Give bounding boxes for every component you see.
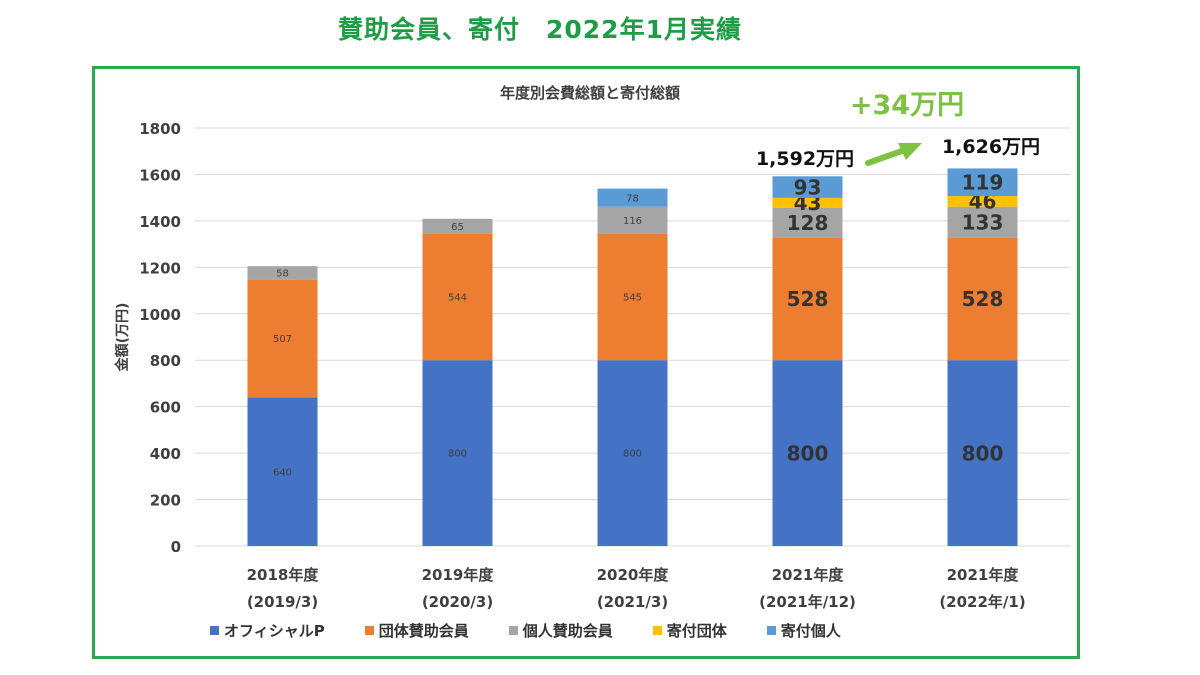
data-label: 528: [787, 287, 829, 311]
bar-segment: [597, 233, 668, 361]
y-tick-label: 1600: [139, 166, 181, 184]
legend-item: 寄付個人: [766, 620, 841, 641]
x-tick-label-sub: (2019/3): [247, 593, 318, 611]
legend-swatch: [364, 626, 374, 635]
bar-segment: [772, 207, 843, 238]
bar-segment: [247, 397, 318, 546]
data-label: 58: [276, 269, 289, 280]
legend-label: オフィシャルP: [224, 622, 325, 640]
bar-segment: [772, 237, 843, 361]
x-tick-label-sub: (2021年/12): [759, 593, 856, 611]
chart-legend: オフィシャルP 団体賛助会員 個人賛助会員 寄付団体 寄付個人: [210, 620, 841, 641]
legend-item: 寄付団体: [652, 620, 727, 641]
y-tick-label: 1200: [139, 259, 181, 277]
bar-segment: [422, 360, 493, 546]
y-tick-label: 1800: [139, 120, 181, 138]
bar-segment: [947, 237, 1018, 361]
increase-arrow-shaft: [865, 148, 905, 166]
annotation-increase: +34万円: [850, 90, 964, 121]
x-tick-label-sub: (2020/3): [422, 593, 493, 611]
chart-frame: [92, 66, 1080, 659]
bar-segment: [247, 279, 318, 398]
y-tick-label: 800: [150, 352, 181, 370]
page-title: 賛助会員、寄付 2022年1月実績: [338, 15, 742, 44]
data-label: 800: [962, 441, 1004, 465]
data-label: 800: [787, 441, 829, 465]
x-tick-label-sub: (2022年/1): [939, 593, 1025, 611]
bar-segment: [422, 218, 493, 234]
y-tick-label: 600: [150, 399, 181, 417]
data-label: 528: [962, 287, 1004, 311]
legend-label: 寄付個人: [780, 622, 841, 640]
legend-label: 団体賛助会員: [378, 622, 469, 640]
y-tick-label: 1000: [139, 306, 181, 324]
legend-swatch: [766, 626, 776, 635]
legend-swatch: [210, 626, 219, 635]
data-label: 507: [273, 334, 292, 345]
bar-segment: [947, 168, 1018, 197]
bar-segment: [597, 360, 668, 546]
legend-item: オフィシャルP: [210, 620, 325, 641]
increase-arrow-head: [898, 143, 922, 160]
y-tick-label: 400: [150, 445, 181, 463]
data-label: 640: [273, 467, 292, 478]
data-label: 65: [451, 222, 464, 233]
x-tick-label-sub: (2021/3): [597, 593, 668, 611]
x-tick-label: 2021年度: [772, 566, 845, 584]
data-label: 78: [626, 193, 639, 204]
y-tick-label: 1400: [139, 213, 181, 231]
legend-item: 団体賛助会員: [364, 620, 469, 641]
bar-segment: [947, 196, 1018, 207]
bar-segment: [947, 360, 1018, 546]
data-label: 133: [962, 210, 1004, 234]
bar-segment: [772, 176, 843, 198]
bar-segment: [947, 206, 1018, 238]
legend-swatch: [508, 626, 518, 635]
annotation-total-before: 1,592万円: [756, 148, 854, 170]
chart-title: 年度別会費総額と寄付総額: [500, 84, 680, 102]
legend-swatch: [652, 626, 662, 635]
data-label: 119: [962, 170, 1004, 194]
x-tick-label: 2021年度: [947, 566, 1020, 584]
data-label: 800: [623, 449, 642, 460]
data-label: 545: [623, 293, 642, 304]
y-axis-label: 金額(万円): [114, 303, 131, 373]
data-label: 128: [787, 211, 829, 235]
bar-segment: [772, 360, 843, 546]
bar-segment: [422, 233, 493, 361]
bar-segment: [772, 197, 843, 208]
bar-segment: [597, 188, 668, 207]
data-label: 800: [448, 449, 467, 460]
y-tick-label: 0: [171, 538, 181, 556]
legend-label: 個人賛助会員: [522, 622, 613, 640]
legend-label: 寄付団体: [666, 622, 727, 640]
x-tick-label: 2018年度: [247, 566, 320, 584]
x-tick-label: 2020年度: [597, 566, 670, 584]
bar-segment: [597, 206, 668, 234]
x-tick-label: 2019年度: [422, 566, 495, 584]
data-label: 116: [623, 216, 642, 227]
y-tick-label: 200: [150, 492, 181, 510]
data-label: 93: [794, 175, 822, 199]
data-label: 544: [448, 293, 467, 304]
legend-item: 個人賛助会員: [508, 620, 613, 641]
bar-segment: [247, 266, 318, 280]
annotation-total-after: 1,626万円: [942, 136, 1040, 158]
